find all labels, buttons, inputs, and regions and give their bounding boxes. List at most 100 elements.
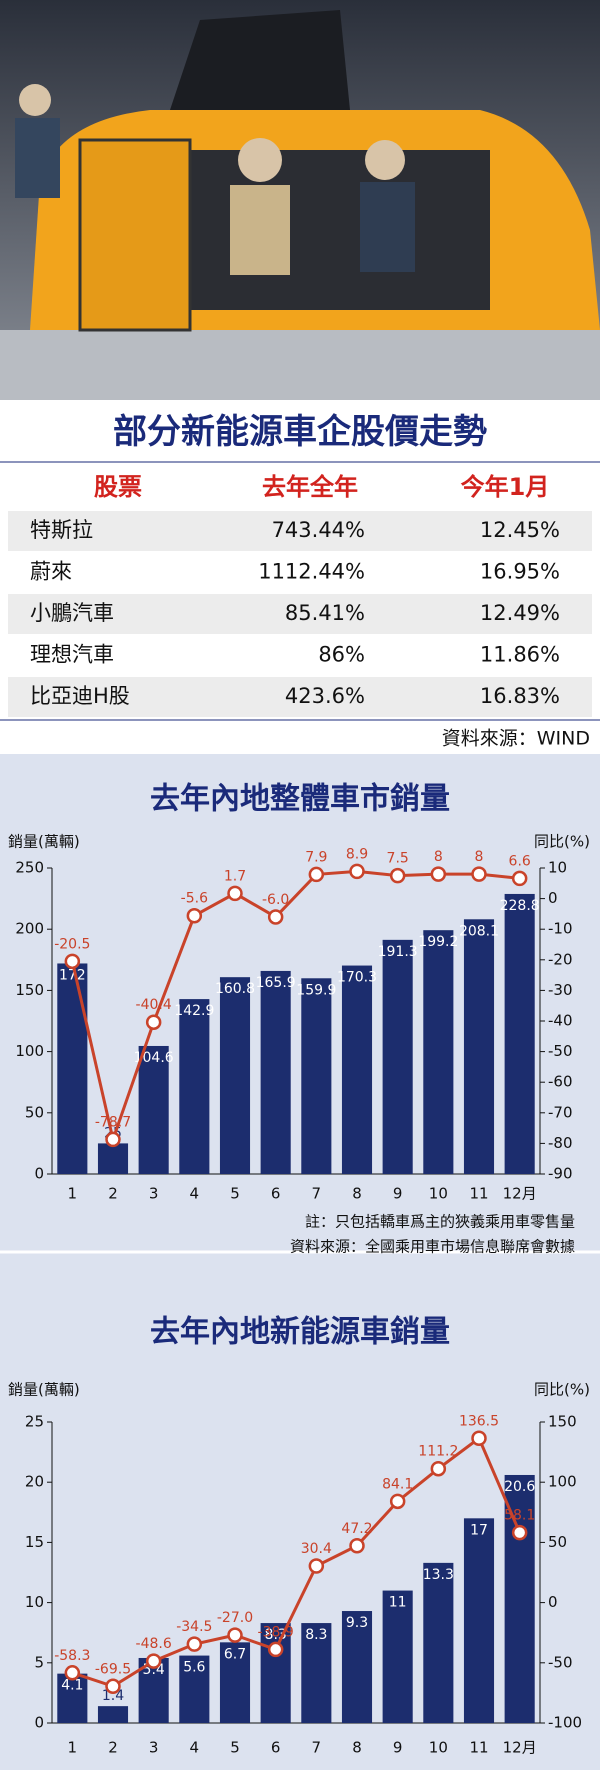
bar-value-label: 160.8 <box>215 981 255 997</box>
table-cell: 11.86% <box>480 643 560 667</box>
line-value-label: -58.3 <box>54 1648 90 1664</box>
bar <box>179 1655 210 1723</box>
bar <box>138 1045 169 1174</box>
bar-value-label: 17 <box>470 1522 488 1538</box>
line-value-label: 7.5 <box>387 851 409 867</box>
line-point <box>430 1460 447 1477</box>
bar-value-label: 172 <box>59 967 86 983</box>
line-point <box>105 1131 121 1148</box>
y2-tick-label: 10 <box>548 859 567 877</box>
bar-value-label: 20.6 <box>504 1479 535 1495</box>
x-tick-label: 3 <box>149 1185 159 1203</box>
y2-tick-label: 100 <box>548 1473 577 1491</box>
bar-value-label: 159.9 <box>296 982 336 998</box>
bar-value-label: 199.2 <box>418 934 458 950</box>
line-point <box>64 953 81 970</box>
x-tick-label: 5 <box>230 1739 240 1757</box>
y2-tick-label: 150 <box>548 1413 577 1431</box>
bar <box>219 977 251 1174</box>
y-tick-label: 0 <box>34 1714 44 1732</box>
y2-tick-label: -90 <box>548 1165 573 1183</box>
bar-value-label: 6.7 <box>224 1646 246 1662</box>
x-tick-label: 9 <box>393 1739 403 1757</box>
y-tick-label: 250 <box>15 859 44 877</box>
line-value-label: 6.6 <box>509 853 531 869</box>
bar-value-label: 1.4 <box>102 1688 124 1704</box>
x-tick-label: 8 <box>352 1739 362 1757</box>
y2-tick-label: -10 <box>548 920 573 938</box>
bar <box>260 970 291 1174</box>
table-cell: 理想汽車 <box>30 643 114 667</box>
x-tick-label: 4 <box>190 1185 200 1203</box>
x-tick-label: 7 <box>312 1739 322 1757</box>
line-value-label: 8.9 <box>346 846 368 862</box>
line-point <box>145 1653 162 1669</box>
table-cell: 12.49% <box>480 601 560 625</box>
line-value-label: -38.9 <box>258 1624 294 1640</box>
y-tick-label: 20 <box>25 1473 44 1491</box>
bar <box>219 1642 251 1723</box>
table-cell: 12.45% <box>480 518 560 542</box>
line-point <box>105 1678 121 1695</box>
line-point <box>349 863 365 880</box>
table-cell: 86% <box>318 643 365 667</box>
line-point <box>511 870 528 887</box>
y-tick-label: 15 <box>25 1533 44 1551</box>
table-cell: 423.6% <box>285 684 365 708</box>
table-header: 去年全年 <box>262 473 358 501</box>
line <box>71 1435 522 1688</box>
line-point <box>186 907 203 924</box>
x-tick-label: 3 <box>149 1739 159 1757</box>
line-point <box>471 1430 487 1447</box>
line-point <box>227 1627 243 1643</box>
y2-tick-label: -30 <box>548 981 573 999</box>
x-tick-label: 10 <box>429 1185 448 1203</box>
bar-value-label: 165.9 <box>256 975 296 991</box>
x-tick-label: 12月 <box>503 1185 537 1203</box>
bar-value-label: 228.8 <box>500 898 540 914</box>
line-value-label: 111.2 <box>418 1444 458 1460</box>
line-value-label: -20.5 <box>54 936 90 952</box>
y-tick-label: 50 <box>25 1103 44 1121</box>
bar-value-label: 170.3 <box>337 970 377 986</box>
line-value-label: -69.5 <box>95 1661 131 1677</box>
x-tick-label: 6 <box>271 1185 281 1203</box>
line-value-label: 30.4 <box>301 1541 332 1557</box>
y-axis-label: 銷量(萬輛) <box>8 1381 80 1399</box>
line-point <box>308 1558 325 1574</box>
y-tick-label: 10 <box>25 1593 44 1611</box>
x-tick-label: 5 <box>230 1185 240 1203</box>
line-value-label: -27.0 <box>217 1610 253 1626</box>
table-cell: 16.83% <box>480 684 560 708</box>
table-title: 部分新能源車企股價走勢 <box>113 412 487 452</box>
line-point <box>145 1014 162 1030</box>
y2-tick-label: 50 <box>548 1533 567 1551</box>
bar-value-label: 142.9 <box>174 1003 214 1019</box>
line-point <box>511 1524 528 1541</box>
bar <box>382 939 413 1174</box>
row-band <box>8 511 592 551</box>
x-tick-label: 8 <box>352 1185 362 1203</box>
line-value-label: -5.6 <box>181 891 208 907</box>
line-value-label: 8 <box>475 849 484 865</box>
y-tick-label: 25 <box>25 1413 44 1431</box>
line-point <box>471 866 487 882</box>
bar <box>423 1562 454 1723</box>
bar-value-label: 9.3 <box>346 1615 368 1631</box>
table-cell: 85.41% <box>285 601 365 625</box>
line-point <box>349 1538 365 1554</box>
chart-title: 去年內地新能源車銷量 <box>150 1315 450 1350</box>
table-source: 資料來源：WIND <box>442 728 590 750</box>
line-value-label: 8 <box>434 849 443 865</box>
table-cell: 蔚來 <box>30 560 72 584</box>
line-point <box>267 909 284 925</box>
line-value-label: -40.4 <box>136 997 172 1013</box>
table-cell: 比亞迪H股 <box>30 684 130 708</box>
bar <box>463 919 495 1174</box>
bar <box>504 893 535 1174</box>
chart-note: 資料來源：全國乘用車市場信息聯席會數據 <box>290 1238 575 1256</box>
bar-value-label: 11 <box>389 1595 407 1611</box>
bar <box>504 1474 535 1723</box>
y2-tick-label: -50 <box>548 1653 573 1671</box>
bar-value-label: 208.1 <box>459 923 499 939</box>
